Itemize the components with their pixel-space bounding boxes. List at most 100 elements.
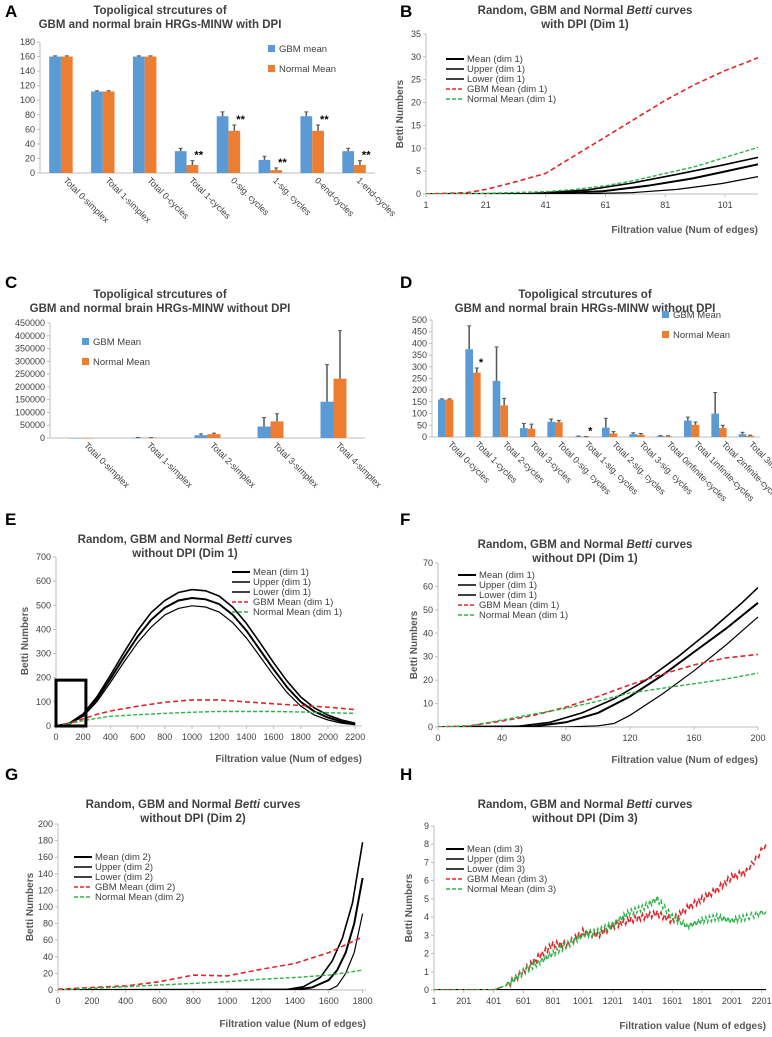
bar-c-gbm <box>320 401 334 438</box>
title-text-part: curves <box>652 5 692 17</box>
bar-a-normal <box>312 130 324 173</box>
significance-marker: ** <box>236 114 245 126</box>
x-tick-label: 1201 <box>603 996 623 1006</box>
x-tick-label: 1000 <box>217 996 237 1006</box>
x-tick-label: 2200 <box>345 732 365 742</box>
legend-label: Normal Mean <box>673 330 730 341</box>
legend-label: Mean (dim 1) <box>253 567 309 578</box>
x-tick-label: 600 <box>152 996 167 1006</box>
y-tick-label: 350000 <box>15 344 45 354</box>
legend-label: Normal Mean (dim 2) <box>95 892 184 903</box>
y-tick-label: 300000 <box>15 356 45 366</box>
series-line-gbm <box>58 936 363 990</box>
chart-title-e-line-1: Random, GBM and Normal Betti curves <box>78 534 293 546</box>
bar-a-gbm <box>132 56 145 173</box>
x-tick-label: 0 <box>53 732 58 742</box>
x-category-label: 0-sig. cycles <box>229 175 271 217</box>
bar-d-normal <box>445 399 454 437</box>
significance-marker: ** <box>194 150 203 162</box>
series-line-lower <box>438 616 759 727</box>
title-text-part: Topoligical strcutures of <box>518 289 651 301</box>
x-tick-label: 601 <box>516 996 531 1006</box>
legend-label: GBM Mean (dim 3) <box>467 874 547 885</box>
y-tick-label: 60 <box>423 581 433 591</box>
x-tick-label: 1801 <box>692 996 712 1006</box>
y-tick-label: 60 <box>25 124 35 134</box>
bar-d-gbm <box>684 420 692 437</box>
bar-a-normal <box>354 164 366 173</box>
y-tick-label: 100 <box>38 902 53 912</box>
x-tick-label: 400 <box>118 996 133 1006</box>
bar-a-gbm <box>91 91 103 173</box>
y-tick-label: 40 <box>25 139 35 149</box>
y-tick-label: 150 <box>412 397 427 407</box>
y-tick-label: 500 <box>412 315 427 325</box>
y-tick-label: 200 <box>36 673 51 683</box>
x-tick-label: 160 <box>686 733 701 743</box>
bar-d-gbm <box>492 380 501 437</box>
bar-d-normal <box>664 436 672 437</box>
y-tick-label: 30 <box>423 652 433 662</box>
y-tick-label: 0 <box>46 721 51 731</box>
y-tick-label: 1 <box>424 967 429 977</box>
x-tick-label: 1400 <box>285 996 305 1006</box>
x-tick-label: 0 <box>55 996 60 1006</box>
y-tick-label: 400 <box>36 624 51 634</box>
legend-label: Upper (dim 1) <box>467 64 525 75</box>
bar-a-gbm <box>49 56 61 173</box>
x-tick-label: 1001 <box>573 996 593 1006</box>
y-tick-label: 15 <box>411 120 421 130</box>
y-tick-label: 180 <box>20 37 35 47</box>
bar-a-gbm <box>174 151 187 173</box>
legend-label: Mean (dim 2) <box>95 852 151 863</box>
bar-d-normal <box>500 405 508 437</box>
title-text-part: curves <box>652 799 692 811</box>
bar-d-gbm <box>547 421 555 437</box>
significance-marker: * <box>479 357 484 369</box>
x-tick-label: 81 <box>660 200 670 210</box>
bar-a-gbm <box>258 159 271 173</box>
legend-label: Lower (dim 1) <box>467 74 525 85</box>
chart-title-h-line-1: Random, GBM and Normal Betti curves <box>478 799 693 811</box>
series-line-gbm <box>426 57 759 194</box>
bar-d-normal <box>527 428 536 437</box>
legend-label: Mean (dim 1) <box>467 54 523 65</box>
y-axis-title: Betti Numbers <box>25 872 36 941</box>
x-tick-label: 801 <box>546 996 561 1006</box>
chart-title-a-line-1: Topoligical strcutures of <box>93 5 226 17</box>
title-italic-betti: Betti <box>627 539 653 551</box>
y-tick-label: 5 <box>424 894 429 904</box>
bar-c-normal <box>81 437 95 439</box>
x-tick-label: 1400 <box>236 732 256 742</box>
y-tick-label: 3 <box>424 930 429 940</box>
title-text-part: curves <box>252 534 292 546</box>
legend-swatch-normal <box>82 358 89 365</box>
x-category-label: Total 4-simplex <box>334 440 384 490</box>
y-tick-label: 400000 <box>15 331 45 341</box>
y-tick-label: 25 <box>411 75 421 85</box>
significance-marker: ** <box>362 150 371 162</box>
x-tick-label: 200 <box>84 996 99 1006</box>
bar-d-normal <box>609 433 618 437</box>
legend-label: Mean (dim 3) <box>467 844 523 855</box>
chart-title-c-line-1: Topoligical strcutures of <box>93 289 226 301</box>
x-tick-label: 400 <box>103 732 118 742</box>
y-tick-label: 2 <box>424 949 429 959</box>
chart-title-f-line-2: without DPI (Dim 1) <box>531 553 638 565</box>
chart-title-g-line-1: Random, GBM and Normal Betti curves <box>86 799 301 811</box>
legend-swatch-gbm <box>82 338 89 345</box>
significance-marker: ** <box>320 114 329 126</box>
bar-a-gbm <box>300 116 313 173</box>
y-tick-label: 250000 <box>15 369 45 379</box>
x-category-label: 1-sig. cycles <box>271 175 313 217</box>
title-text-part: without DPI (Dim 3) <box>531 813 638 825</box>
panel-label-e: E <box>5 510 16 529</box>
y-tick-label: 80 <box>25 110 35 120</box>
x-category-label: 1-end-cycles <box>355 175 399 219</box>
series-line-gbm <box>438 653 759 727</box>
title-text-part: GBM and normal brain HRGs-MINW with DPI <box>39 19 282 31</box>
title-text-part: GBM and normal brain HRGs-MINW without D… <box>30 303 291 315</box>
legend-label: Normal Mean (dim 1) <box>253 607 342 618</box>
legend-label: Lower (dim 1) <box>479 590 537 601</box>
y-tick-label: 70 <box>423 558 433 568</box>
